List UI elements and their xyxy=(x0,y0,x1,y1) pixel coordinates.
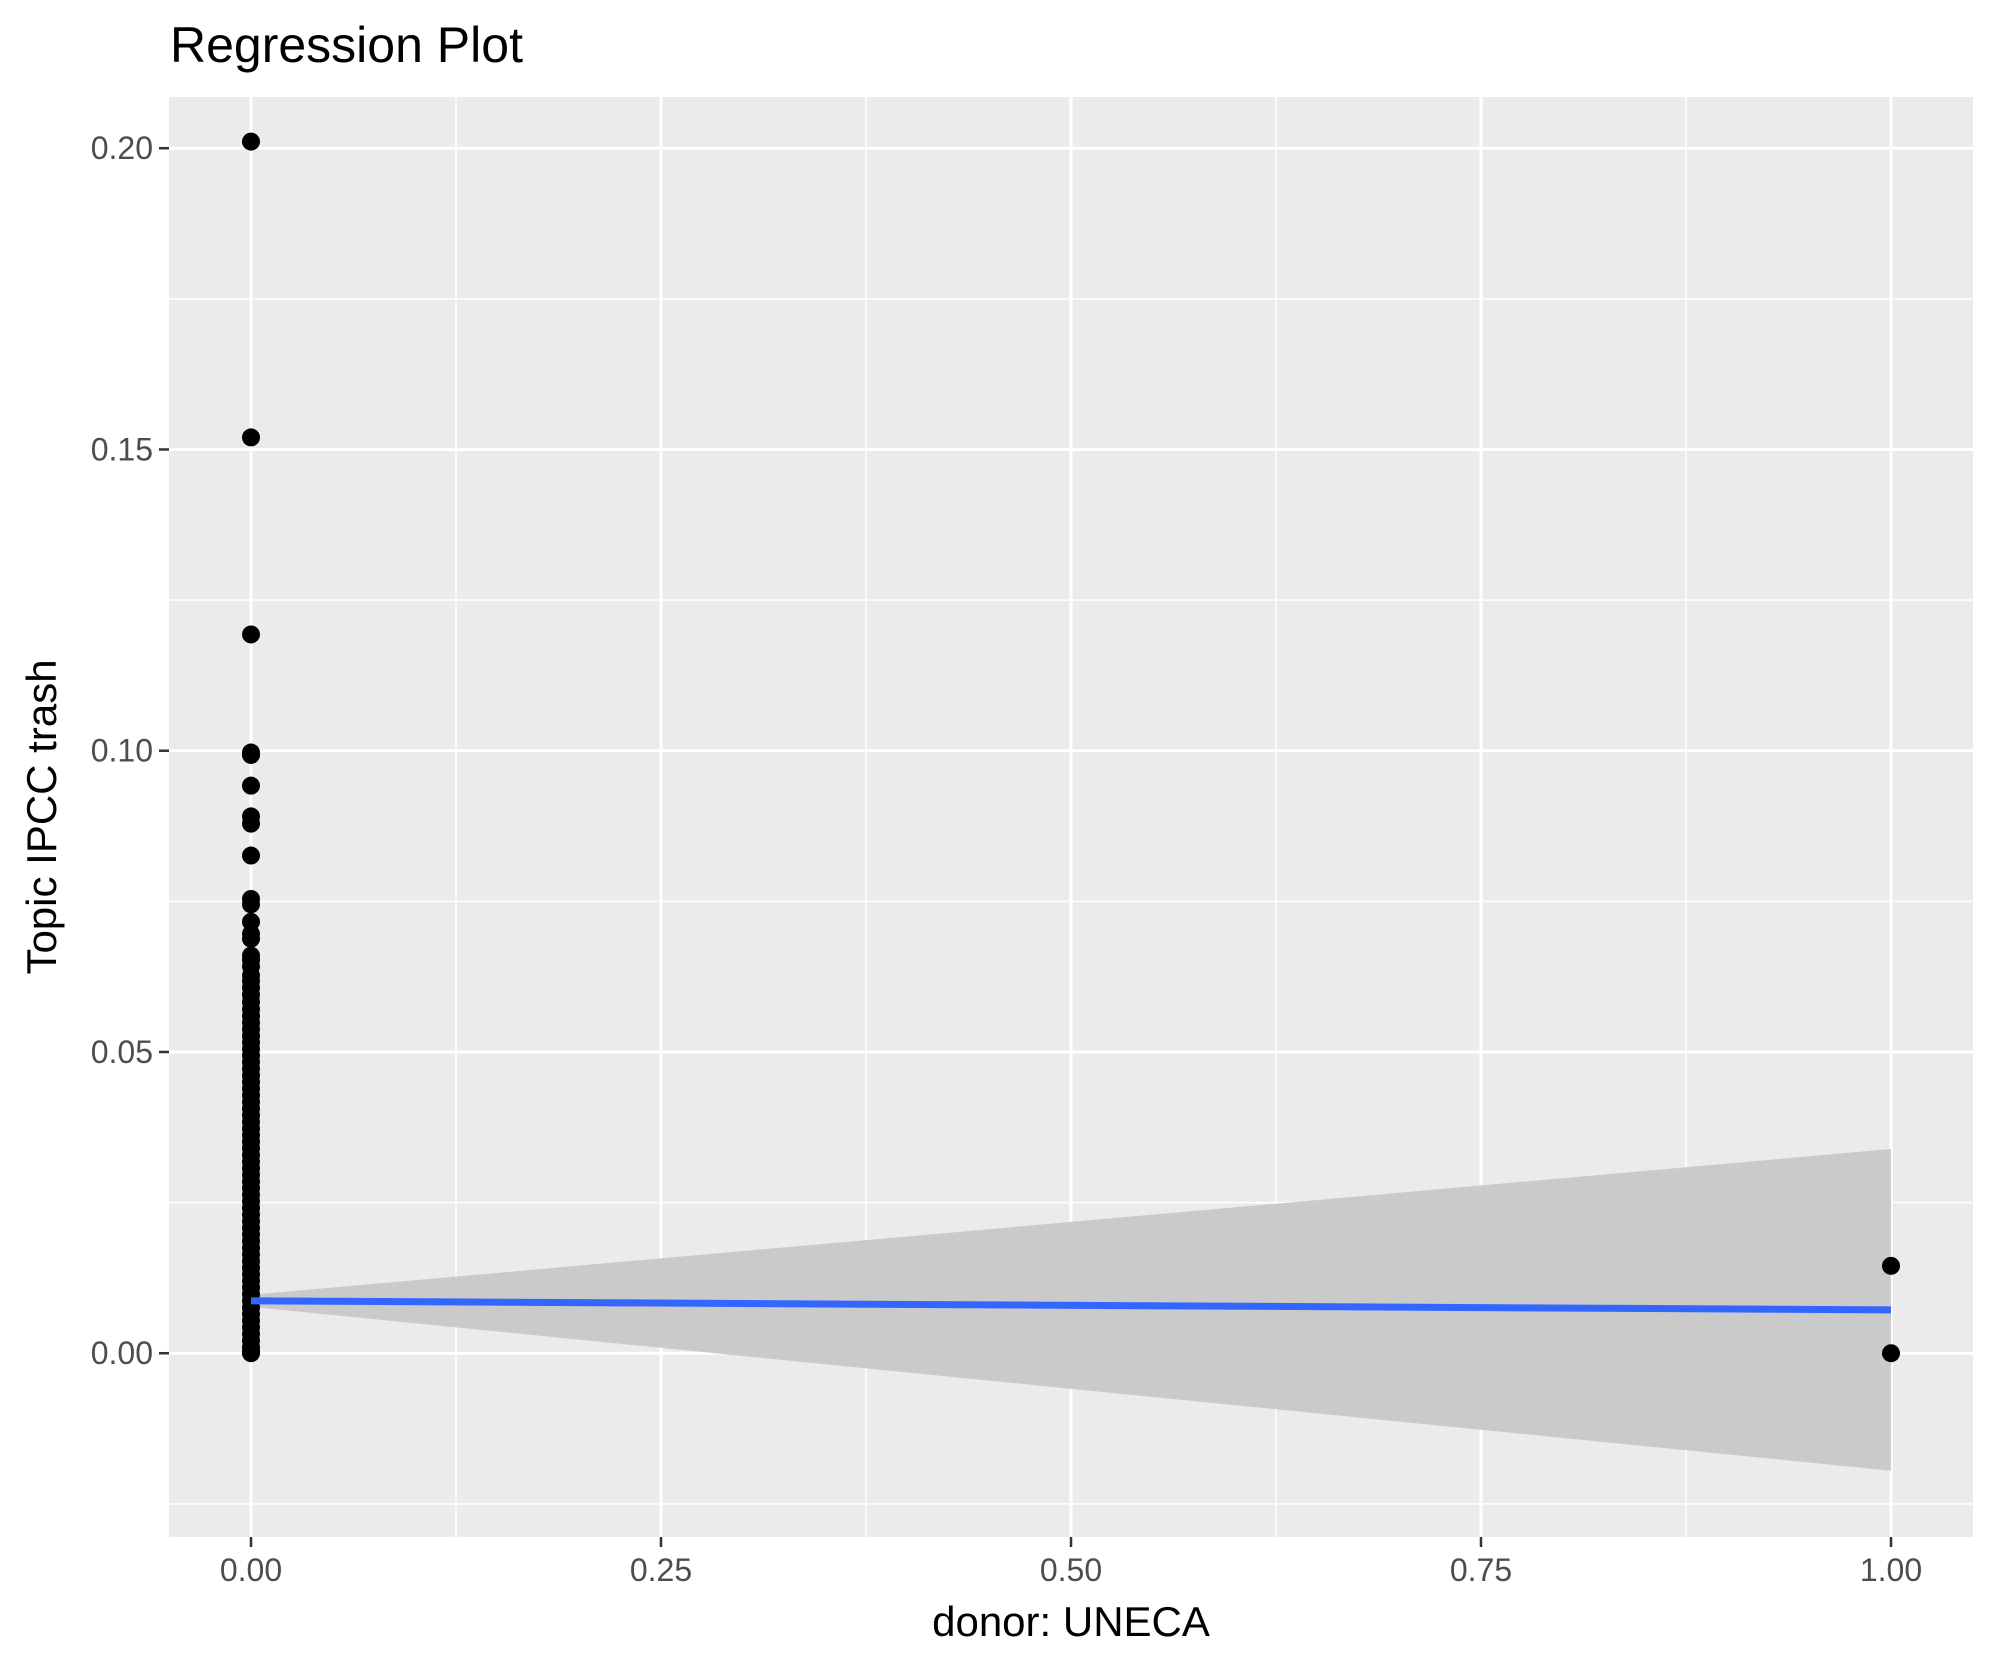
x-tick-label: 0.00 xyxy=(220,1552,282,1588)
y-axis: 0.00 0.05 0.10 0.15 0.20 xyxy=(91,130,169,1371)
x-tick-label: 0.75 xyxy=(1450,1552,1512,1588)
y-tick-label: 0.00 xyxy=(91,1335,153,1371)
chart-title: Regression Plot xyxy=(170,17,523,73)
data-point xyxy=(242,428,260,447)
data-point xyxy=(242,846,260,865)
x-tick-label: 1.00 xyxy=(1860,1552,1922,1588)
data-point xyxy=(242,895,260,914)
confidence-band-layer xyxy=(251,1148,1891,1471)
x-axis-title: donor: UNECA xyxy=(932,1598,1210,1645)
x-tick-label: 0.25 xyxy=(630,1552,692,1588)
data-point xyxy=(242,1344,260,1363)
data-point xyxy=(242,132,260,151)
y-tick-label: 0.20 xyxy=(91,130,153,166)
regression-line xyxy=(250,1297,1892,1314)
y-axis-title: Topic IPCC trash xyxy=(18,659,65,974)
data-point xyxy=(242,929,260,948)
regression-line-layer xyxy=(250,1297,1892,1314)
x-tick-label: 0.50 xyxy=(1040,1552,1102,1588)
x-axis: 0.00 0.25 0.50 0.75 1.00 xyxy=(220,1537,1922,1588)
y-tick-label: 0.10 xyxy=(91,733,153,769)
data-point xyxy=(1882,1256,1900,1275)
y-tick-label: 0.05 xyxy=(91,1034,153,1070)
data-point xyxy=(242,814,260,833)
data-point xyxy=(242,745,260,764)
data-points-layer xyxy=(242,132,1900,1363)
data-point xyxy=(242,776,260,795)
y-tick-label: 0.15 xyxy=(91,431,153,467)
data-point xyxy=(242,625,260,644)
confidence-band xyxy=(251,1148,1891,1471)
data-point xyxy=(1882,1344,1900,1363)
